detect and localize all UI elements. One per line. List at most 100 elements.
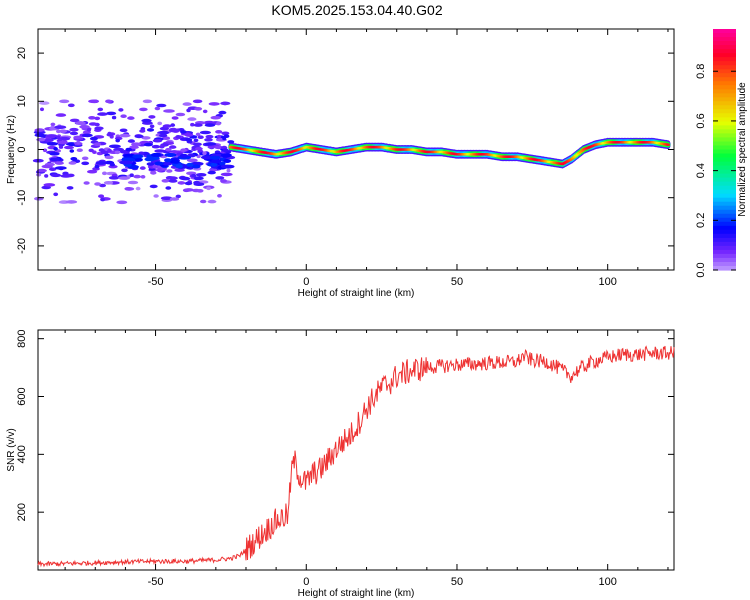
noise-blob <box>106 132 114 137</box>
noise-blob <box>54 125 67 129</box>
noise-blob <box>209 168 218 172</box>
spectrogram-ytick-label: -10 <box>16 190 28 206</box>
noise-band-blob <box>220 153 232 158</box>
noise-blob <box>163 109 175 113</box>
noise-blob <box>39 101 50 105</box>
colorbar-swatch <box>713 73 736 78</box>
noise-blob <box>108 144 121 149</box>
spectrogram-ytick-label: 0 <box>16 146 28 152</box>
noise-blob <box>186 158 198 163</box>
noise-blob <box>124 187 133 191</box>
spectrogram-xtick-label: 0 <box>303 276 309 288</box>
colorbar-swatch <box>713 266 736 271</box>
noise-blob <box>161 179 170 183</box>
noise-blob <box>101 150 109 155</box>
noise-blob <box>141 136 151 140</box>
noise-blob <box>82 133 93 138</box>
noise-blob <box>206 186 212 191</box>
noise-blob <box>200 199 207 204</box>
noise-blob <box>94 116 101 121</box>
noise-blob <box>194 107 203 111</box>
colorbar-swatch <box>713 197 736 203</box>
colorbar-swatch <box>713 133 736 138</box>
noise-blob <box>109 162 115 167</box>
spectrogram-xtick-label: 50 <box>451 276 463 288</box>
colorbar-swatch <box>713 41 736 46</box>
noise-band-blob <box>150 152 162 157</box>
noise-blob <box>36 137 47 142</box>
noise-blob <box>154 149 166 153</box>
noise-blob <box>207 170 216 175</box>
noise-blob <box>184 181 193 186</box>
noise-blob <box>118 176 130 180</box>
noise-blob <box>56 135 61 140</box>
colorbar-swatch <box>713 93 736 98</box>
noise-blob <box>98 194 105 198</box>
noise-band-blob <box>191 164 201 169</box>
noise-blob <box>171 116 179 120</box>
noise-blob <box>168 179 178 183</box>
colorbar-swatch <box>713 33 736 38</box>
noise-blob <box>215 176 225 180</box>
noise-blob <box>193 180 201 185</box>
snr-ytick-label: 600 <box>16 387 28 405</box>
snr-ytick-label: 200 <box>16 503 28 521</box>
noise-blob <box>193 123 203 127</box>
noise-blob <box>73 135 82 140</box>
colorbar-swatch <box>713 193 736 199</box>
noise-band-blob <box>134 157 143 162</box>
noise-blob <box>121 168 128 173</box>
noise-blob <box>143 142 153 147</box>
spectrogram-ytick-label: -20 <box>16 238 28 254</box>
noise-blob <box>146 128 155 132</box>
colorbar-swatch <box>713 257 736 263</box>
noise-blob <box>34 128 45 132</box>
noise-blob <box>54 161 64 165</box>
noise-blob <box>44 138 54 143</box>
noise-blob <box>202 109 208 114</box>
spectrogram-y-axis-label: Frequency (Hz) <box>6 115 17 184</box>
noise-blob <box>125 147 132 152</box>
noise-blob <box>142 99 153 104</box>
colorbar-swatch <box>713 85 736 90</box>
noise-blob <box>104 155 114 160</box>
colorbar-swatch <box>713 209 736 215</box>
noise-blob <box>149 184 158 189</box>
noise-blob <box>227 140 235 144</box>
noise-band-blob <box>223 159 232 163</box>
colorbar-swatch <box>713 262 736 267</box>
noise-blob <box>70 157 78 161</box>
colorbar-swatch <box>713 97 736 102</box>
noise-blob <box>81 161 90 166</box>
noise-blob <box>114 150 121 155</box>
noise-blob <box>54 166 67 170</box>
colorbar-swatch <box>713 157 736 163</box>
noise-blob <box>139 166 146 170</box>
snr-frame <box>37 329 675 571</box>
noise-blob <box>170 123 176 127</box>
noise-blob <box>111 115 117 120</box>
noise-blob <box>45 134 58 138</box>
colorbar-swatch <box>713 189 736 195</box>
colorbar-swatch <box>713 233 736 239</box>
noise-band-blob <box>172 159 180 164</box>
noise-band-blob <box>211 159 222 164</box>
colorbar-swatch <box>713 65 736 70</box>
colorbar-swatch <box>713 89 736 94</box>
colorbar-tick-label: 0.6 <box>695 113 707 128</box>
noise-blob <box>88 99 100 104</box>
noise-blob <box>64 145 74 150</box>
noise-blob <box>95 161 107 165</box>
noise-blob <box>88 148 94 153</box>
noise-blob <box>119 128 128 133</box>
noise-blob <box>97 107 104 112</box>
noise-blob <box>146 162 155 166</box>
noise-blob <box>67 173 75 178</box>
colorbar-swatch <box>713 101 736 106</box>
snr-xtick-label: 100 <box>599 576 617 588</box>
colorbar-swatch <box>713 29 736 34</box>
spectrogram-xtick-label: 100 <box>599 276 617 288</box>
noise-blob <box>194 176 200 181</box>
colorbar-tick-label: 0.4 <box>695 163 707 178</box>
